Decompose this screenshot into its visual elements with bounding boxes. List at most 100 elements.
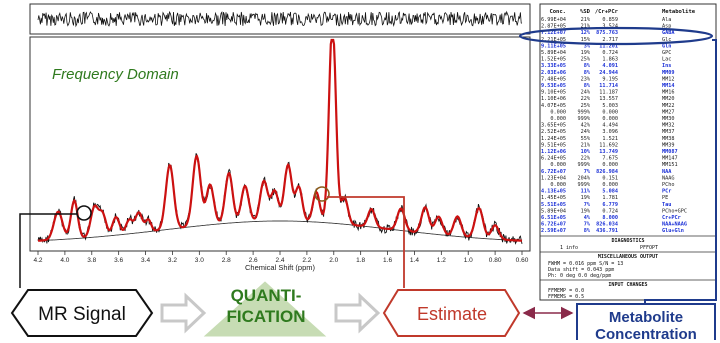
table-cell: 11.692	[599, 142, 618, 148]
table-cell: 24%	[581, 129, 591, 135]
table-cell: 0.724	[602, 50, 618, 56]
table-rows: 6.99E+04 21% 0.859 Ala 2.87E+05 21% 3.524 Asp 7.…	[541, 17, 687, 234]
table-cell: Cr+PCr	[662, 215, 681, 221]
table-cell: MM39	[662, 142, 675, 148]
table-cell: 999%	[578, 109, 591, 115]
table-cell: 0.000	[602, 109, 618, 115]
table-cell: 4.494	[602, 123, 618, 129]
x-tick-label: 3.0	[195, 257, 204, 264]
x-tick-label: 1.0	[464, 257, 473, 264]
x-tick-label: 0.80	[489, 257, 502, 264]
flow-arrow-2	[334, 292, 381, 334]
table-cell: 1.45E+05	[541, 195, 566, 201]
table-cell: MM20	[662, 96, 675, 102]
lcmodel-output-table	[539, 3, 717, 301]
misc-line-phase: Ph: 0 deg 0.0 deg/ppm	[548, 273, 611, 279]
x-tick-label: 0.60	[516, 257, 529, 264]
table-cell: 8%	[584, 63, 591, 69]
table-cell: 22%	[581, 156, 591, 162]
misc-title: MISCELLANEOUS OUTPUT	[598, 254, 658, 260]
x-tick-label: 1.2	[437, 257, 446, 264]
input-line-1: FFMEMP = 0.0	[548, 288, 584, 294]
table-cell: MM16	[662, 90, 675, 96]
table-cell: 12%	[581, 30, 591, 36]
table-cell: 3%	[584, 43, 591, 49]
table-cell: 999%	[578, 182, 591, 188]
table-cell: MM147	[662, 156, 678, 162]
table-cell: Lac	[662, 57, 671, 63]
table-cell: 5.51E+05	[541, 202, 566, 208]
table-cell: 4%	[584, 215, 591, 221]
table-cell: 999%	[578, 116, 591, 122]
estimate-connector	[327, 196, 405, 288]
table-cell: 23%	[581, 76, 591, 82]
table-cell: MM32	[662, 123, 675, 129]
table-cell: 11.187	[599, 90, 618, 96]
table-cell: 6.51E+05	[541, 215, 566, 221]
x-tick-label: 3.6	[114, 257, 123, 264]
x-tick-label: 3.8	[87, 257, 96, 264]
table-cell: 1.521	[602, 136, 618, 142]
table-cell: 4.07E+05	[541, 103, 566, 109]
x-tick-label: 1.8	[356, 257, 365, 264]
baseline-curve	[37, 220, 523, 242]
metabolite-text-line2: Concentration	[595, 326, 697, 343]
table-cell: 11%	[581, 189, 591, 195]
table-cell: 8%	[584, 228, 591, 234]
table-cell: 3.65E+05	[541, 123, 566, 129]
table-cell: 4.13E+05	[541, 189, 566, 195]
table-cell: 21%	[581, 142, 591, 148]
x-tick-label: 1.4	[410, 257, 419, 264]
table-cell: 6.779	[602, 202, 618, 208]
table-cell: Ins	[662, 63, 671, 69]
table-cell: 6.72E+07	[541, 169, 566, 175]
table-cell: Gln	[662, 43, 671, 49]
table-cell: 9.53E+05	[541, 83, 566, 89]
table-cell: 10%	[581, 149, 591, 155]
x-tick-label: 2.4	[275, 257, 284, 264]
table-cell: 2.59E+07	[541, 228, 566, 234]
mr-signal-text: MR Signal	[38, 304, 126, 325]
x-tick-label: 4.0	[60, 257, 69, 264]
x-tick-label: 2.6	[249, 257, 258, 264]
table-cell: 0.724	[602, 208, 618, 214]
table-cell: 42%	[581, 123, 591, 129]
table-header-cell: Conc.	[549, 9, 566, 15]
table-cell: 4.091	[602, 63, 618, 69]
table-cell: GPC	[662, 50, 671, 56]
table-cell: PCho	[662, 182, 675, 188]
estimate-text: Estimate	[417, 304, 487, 324]
table-cell: 13.557	[599, 96, 618, 102]
table-header: Conc. %SD/Cr+PCr Metabolite	[549, 9, 695, 15]
table-cell: 0.000	[550, 116, 566, 122]
x-tick-label: 1.6	[383, 257, 392, 264]
table-header-cell: %SD	[580, 9, 591, 15]
quantification-triangle	[203, 281, 327, 337]
table-cell: 19%	[581, 208, 591, 214]
table-cell: 25%	[581, 57, 591, 63]
table-cell: 6.99E+04	[541, 17, 566, 23]
table-cell: 1.23E+04	[541, 175, 566, 181]
table-cell: Ala	[662, 17, 671, 23]
table-cell: 5.084	[602, 189, 618, 195]
x-tick-label: 2.2	[302, 257, 311, 264]
table-cell: 2.717	[602, 37, 618, 43]
metabolite-text-line1: Metabolite	[609, 309, 683, 326]
table-cell: 3.33E+05	[541, 63, 566, 69]
table-cell: 11.201	[599, 43, 618, 49]
table-cell: 8%	[584, 83, 591, 89]
table-cell: MM30	[662, 116, 675, 122]
table-cell: MM27	[662, 109, 675, 115]
table-cell: MM09	[662, 70, 675, 76]
table-cell: 21%	[581, 17, 591, 23]
spectrum-fit-trace	[37, 38, 523, 242]
table-cell: MM14	[662, 83, 675, 89]
table-cell: 15%	[581, 37, 591, 43]
table-cell: 9.10E+05	[541, 90, 566, 96]
table-cell: 875.763	[596, 30, 618, 36]
table-cell: 5.89E+04	[541, 208, 566, 214]
mr-signal-box	[10, 289, 154, 337]
table-cell: 7%	[584, 169, 591, 175]
table-cell: 1.52E+05	[541, 57, 566, 63]
